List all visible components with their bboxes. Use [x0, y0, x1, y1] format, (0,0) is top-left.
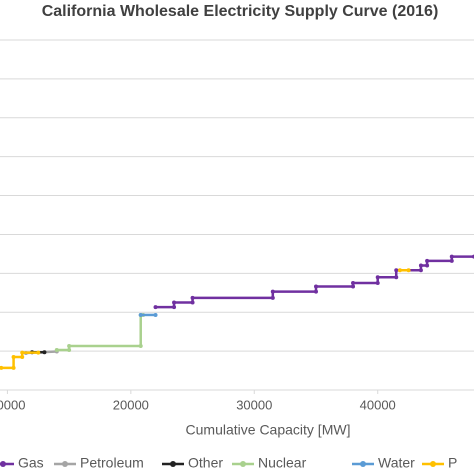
point	[11, 365, 16, 370]
series-line	[1, 268, 409, 370]
point	[153, 305, 158, 310]
point	[190, 295, 195, 300]
x-tick-label: 20000	[113, 397, 149, 412]
legend-label: P	[448, 455, 457, 471]
legend-label: Other	[188, 455, 223, 471]
point	[418, 263, 423, 268]
point	[375, 281, 380, 286]
point	[449, 258, 454, 263]
point	[418, 268, 423, 273]
point	[425, 263, 430, 268]
point	[67, 347, 72, 352]
point	[351, 284, 356, 289]
legend-marker	[240, 461, 246, 467]
legend-label: Water	[378, 455, 415, 471]
x-tick-label: 30000	[236, 397, 272, 412]
x-tick-label: 10000	[0, 397, 25, 412]
legend-marker	[360, 461, 366, 467]
point	[425, 258, 430, 263]
chart-title: California Wholesale Electricity Supply …	[42, 3, 439, 20]
x-tick-label: 40000	[360, 397, 396, 412]
point	[314, 289, 318, 294]
legend-marker	[430, 461, 436, 467]
point	[138, 312, 143, 317]
point	[394, 275, 399, 280]
point	[0, 365, 4, 370]
point	[406, 268, 411, 273]
legend-label: Nuclear	[258, 455, 307, 471]
point	[67, 344, 72, 349]
point	[172, 305, 177, 310]
legend-marker	[62, 461, 68, 467]
point	[153, 312, 158, 317]
point	[270, 295, 275, 300]
point	[375, 275, 380, 280]
series-line	[155, 255, 474, 309]
point	[20, 350, 25, 355]
point	[394, 268, 399, 273]
point	[270, 289, 275, 294]
legend-marker	[0, 461, 6, 467]
legend-label: Petroleum	[80, 455, 144, 471]
point	[138, 344, 143, 349]
point	[20, 354, 25, 359]
point	[397, 268, 402, 273]
point	[314, 284, 318, 289]
point	[190, 300, 195, 305]
x-axis-label: Cumulative Capacity [MW]	[186, 422, 351, 438]
point	[54, 347, 59, 352]
point	[42, 350, 47, 355]
point	[36, 350, 41, 355]
point	[449, 254, 454, 259]
point	[351, 281, 356, 286]
point	[172, 300, 177, 305]
legend-label: Gas	[18, 455, 44, 471]
legend-marker	[170, 461, 176, 467]
point	[11, 354, 16, 359]
